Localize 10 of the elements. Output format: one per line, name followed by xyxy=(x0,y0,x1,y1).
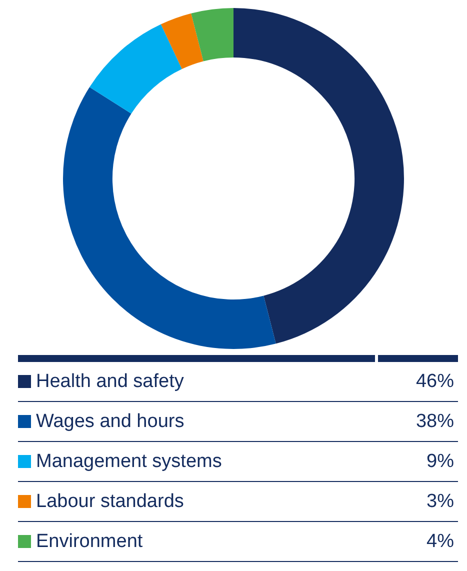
legend-label: Management systems xyxy=(36,450,223,472)
data-label: 38% xyxy=(416,410,455,432)
legend-label: Environment xyxy=(36,530,144,552)
legend-label: Wages and hours xyxy=(36,410,186,432)
data-label: 9% xyxy=(426,450,455,472)
data-label: 4% xyxy=(426,530,455,552)
legend-label: Labour standards xyxy=(36,490,185,512)
data-label: 46% xyxy=(416,370,455,392)
data-label: 3% xyxy=(426,490,455,512)
legend-label: Health and safety xyxy=(36,370,185,392)
